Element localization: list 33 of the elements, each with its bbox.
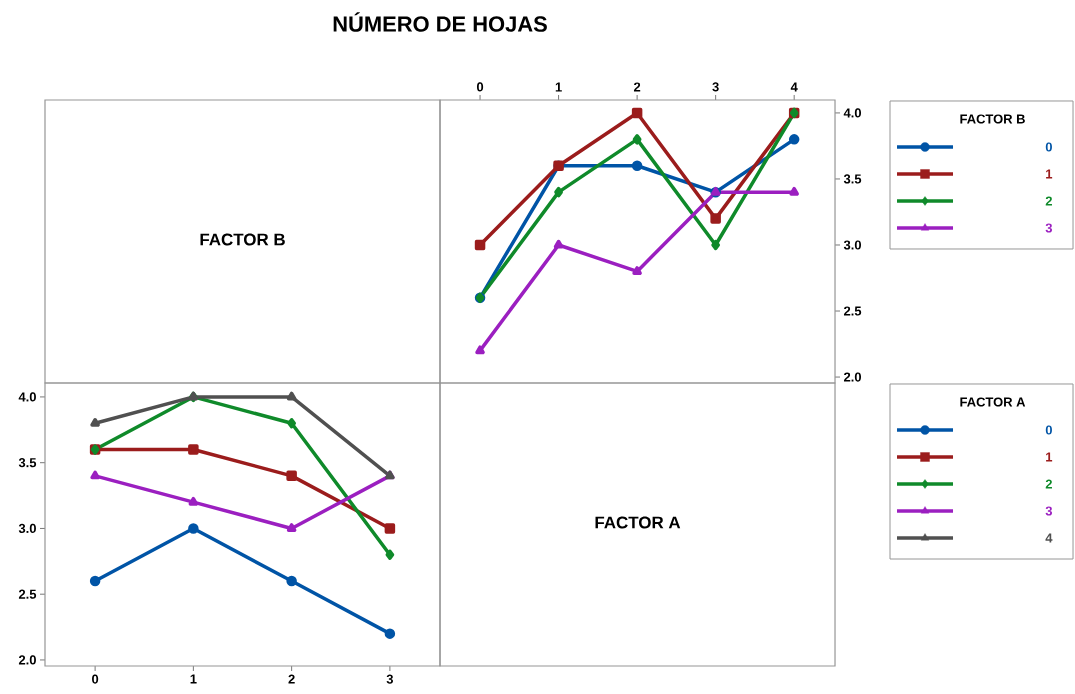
text: 1 xyxy=(1046,169,1053,179)
text: FACTOR A xyxy=(595,516,681,529)
text: 2 xyxy=(1045,479,1052,489)
x-tick-label: 4 xyxy=(790,82,798,92)
text: 3 xyxy=(1045,506,1053,516)
y-tick-label: 4.0 xyxy=(843,108,862,118)
x-tick-label: 0 xyxy=(476,82,484,92)
legend-title: FACTOR B xyxy=(960,114,1025,124)
y-tick-label: 2.5 xyxy=(843,306,862,316)
y-tick-label: 4.0 xyxy=(18,392,36,402)
x-tick-label: 1 xyxy=(555,82,562,92)
y-tick-label: 2.0 xyxy=(18,655,36,665)
text: FACTOR B xyxy=(200,233,285,246)
legend-title: FACTOR A xyxy=(960,397,1026,407)
text: 4 xyxy=(1045,533,1053,543)
x-tick-label: 3 xyxy=(386,674,394,684)
x-tick-label: 2 xyxy=(288,674,295,684)
text: 2 xyxy=(1045,196,1052,206)
text: 1 xyxy=(1046,452,1053,462)
y-tick-label: 3.5 xyxy=(843,174,862,184)
y-tick-label: 3.0 xyxy=(843,240,862,250)
text: 0 xyxy=(1045,142,1052,152)
y-tick-label: 3.5 xyxy=(18,458,37,468)
y-tick-label: 3.0 xyxy=(18,523,36,534)
text: NÚMERO DE HOJAS xyxy=(333,12,547,32)
text: 0 xyxy=(1045,425,1052,435)
text: 3 xyxy=(1045,223,1053,233)
x-tick-label: 2 xyxy=(633,82,641,92)
x-tick-label: 1 xyxy=(190,674,197,684)
y-tick-label: 2.0 xyxy=(843,372,862,382)
x-tick-label: 3 xyxy=(712,82,719,92)
x-tick-label: 0 xyxy=(92,674,99,684)
y-tick-label: 2.5 xyxy=(18,589,37,599)
